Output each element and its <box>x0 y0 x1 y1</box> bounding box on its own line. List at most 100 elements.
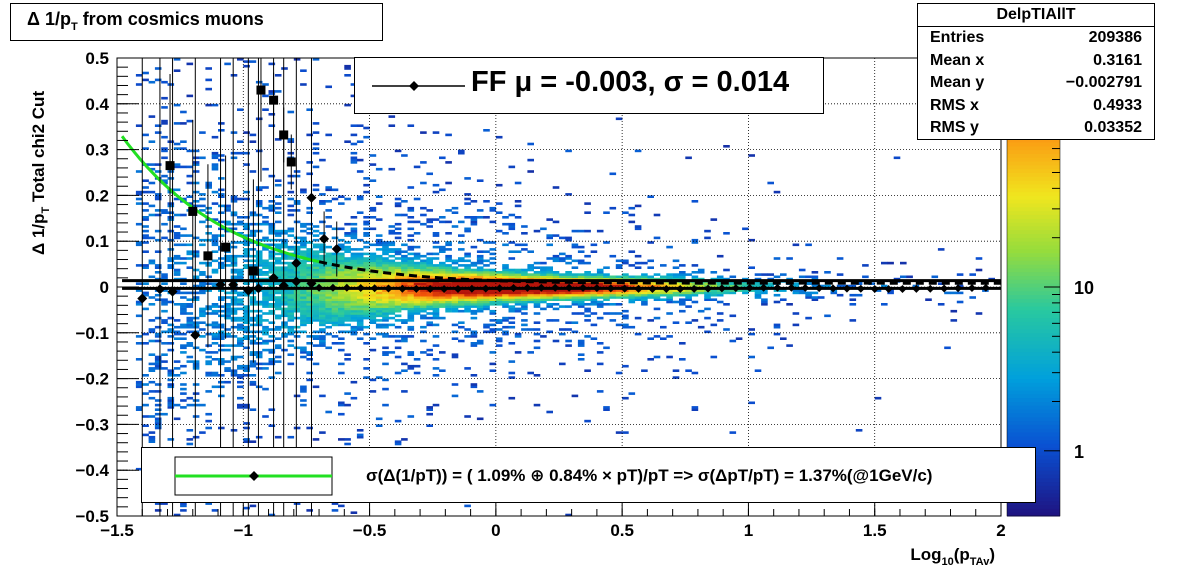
heat-bin <box>344 271 351 274</box>
heat-bin <box>249 504 257 508</box>
heat-bin <box>363 376 370 379</box>
heat-bin <box>281 241 288 244</box>
heat-bin <box>691 291 699 295</box>
heat-bin <box>350 83 358 86</box>
colorbar-band <box>1007 187 1060 193</box>
heat-bin <box>135 467 143 471</box>
heat-bin <box>811 275 819 279</box>
heat-bin <box>546 282 553 285</box>
heat-bin <box>502 284 509 288</box>
heat-bin <box>325 303 332 306</box>
heat-bin <box>281 243 288 247</box>
heat-bin <box>382 243 389 247</box>
mean-point <box>898 285 907 294</box>
heat-bin <box>559 291 566 295</box>
heat-bin <box>161 289 168 292</box>
mean-profile-points <box>315 283 990 294</box>
heat-bin <box>432 234 440 237</box>
heat-bin <box>173 254 181 258</box>
colorbar-band <box>1007 309 1060 315</box>
heat-bin <box>199 307 206 311</box>
heat-bin <box>224 204 231 208</box>
heat-bin <box>653 307 661 311</box>
heat-bin <box>319 271 326 274</box>
heat-bin <box>356 325 364 329</box>
heat-bin <box>394 284 402 288</box>
heat-bin <box>394 307 402 311</box>
heat-bin <box>596 300 604 304</box>
heat-bin <box>811 298 819 301</box>
heat-bin <box>287 261 295 265</box>
heat-bin <box>464 273 471 276</box>
heat-bin <box>344 314 351 318</box>
heat-bin <box>148 261 156 265</box>
colorbar-band <box>1007 432 1060 437</box>
heat-bin <box>211 236 219 240</box>
heat-bin <box>173 234 181 237</box>
heat-bin <box>268 348 276 352</box>
heat-bin <box>742 291 749 295</box>
heat-bin <box>394 248 402 251</box>
heat-bin <box>350 300 358 304</box>
stats-row: RMS y 0.03352 <box>930 119 1142 137</box>
heat-bin <box>218 325 225 329</box>
heat-bin <box>716 284 724 288</box>
heat-bin <box>729 282 737 285</box>
heat-bin <box>356 273 364 276</box>
heat-bin <box>628 250 636 253</box>
heat-bin <box>653 273 661 276</box>
heat-bin <box>931 275 939 279</box>
heat-bin <box>458 282 465 285</box>
heat-bin <box>167 211 175 214</box>
heat-bin <box>559 275 566 279</box>
heat-bin <box>293 330 301 334</box>
heat-bin <box>268 232 276 235</box>
heat-bin <box>615 259 623 263</box>
heat-bin <box>262 186 269 189</box>
heat-bin <box>243 266 250 269</box>
heat-bin <box>135 83 143 86</box>
heat-bin <box>356 298 364 301</box>
heat-bin <box>306 305 313 308</box>
heat-bin <box>540 268 547 272</box>
heat-bin <box>262 273 269 276</box>
heat-bin <box>344 197 351 201</box>
heat-bin <box>805 291 812 295</box>
heat-bin <box>394 271 402 274</box>
heat-bin <box>413 358 421 361</box>
heat-bin <box>495 135 503 139</box>
heat-bin <box>388 307 396 311</box>
heat-bin <box>432 305 440 308</box>
heat-bin <box>161 149 168 153</box>
heat-bin <box>546 298 553 301</box>
heat-bin <box>609 319 617 322</box>
heat-bin <box>148 80 156 84</box>
heat-bin <box>173 163 181 166</box>
heat-bin <box>300 69 307 72</box>
colorbar-band <box>1007 401 1060 406</box>
heat-bin <box>344 268 351 272</box>
heat-bin <box>224 360 231 363</box>
heat-bin <box>211 165 219 169</box>
heat-bin <box>685 298 692 301</box>
heat-bin <box>413 309 421 313</box>
colorbar-band <box>1007 397 1060 402</box>
heat-bin <box>375 218 383 221</box>
heat-bin <box>401 261 408 265</box>
heat-bin <box>451 296 459 299</box>
heat-bin <box>344 316 351 320</box>
heat-bin <box>363 367 370 370</box>
heat-bin <box>495 183 503 187</box>
heat-bin <box>161 222 168 226</box>
heat-bin <box>603 298 610 301</box>
heat-bin <box>382 259 389 263</box>
heat-bin <box>577 291 585 295</box>
heat-bin <box>647 284 654 288</box>
heat-bin <box>975 312 983 315</box>
heat-bin <box>464 264 471 267</box>
heat-bin <box>458 284 465 288</box>
heat-bin <box>262 259 269 263</box>
heat-bin <box>312 238 320 242</box>
heat-bin <box>584 261 591 265</box>
heat-bin <box>268 206 276 210</box>
